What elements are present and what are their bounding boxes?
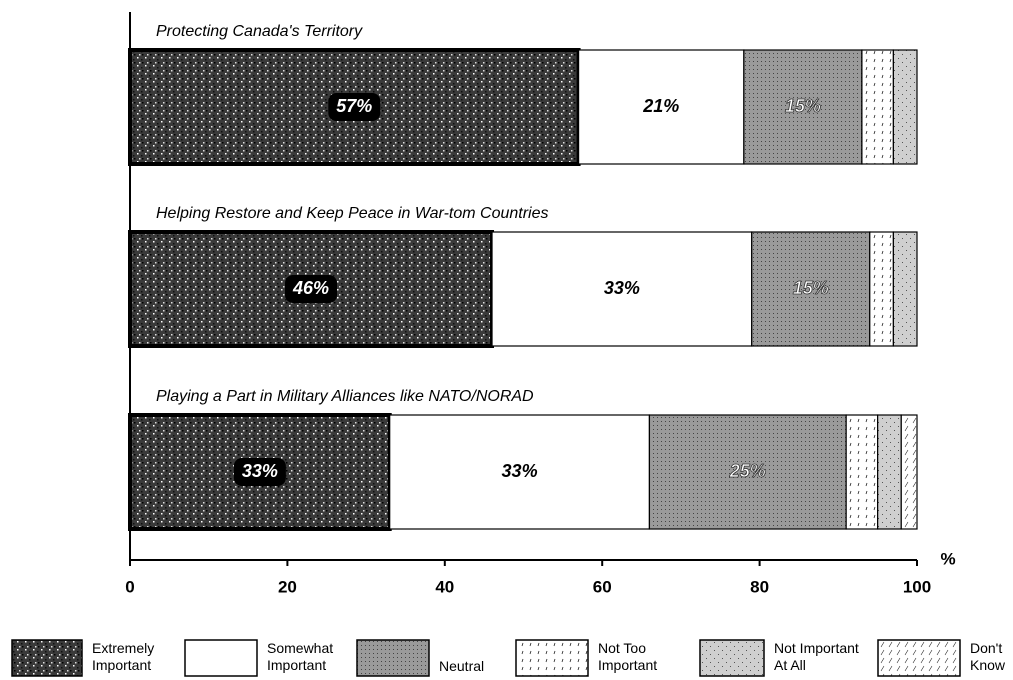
category-label: Protecting Canada's Territory (156, 23, 363, 40)
legend-label: Don't Know (970, 640, 1006, 673)
x-tick-label: 60 (593, 577, 612, 596)
label-background (285, 275, 338, 303)
bar-segment (877, 414, 902, 530)
bar-segment (892, 231, 918, 347)
data-label: 33% (242, 461, 278, 481)
legend-swatch (184, 639, 258, 677)
data-label: 57% (336, 96, 372, 116)
legend-label: Not Important At All (774, 640, 859, 673)
data-label: 15% (785, 96, 821, 116)
bar-segment (869, 231, 894, 347)
bar-segment (845, 414, 879, 530)
legend-label: Extremely Important (92, 640, 155, 673)
data-label: 25% (729, 461, 766, 481)
label-background (233, 458, 286, 486)
x-tick-label: 100 (903, 577, 931, 596)
bar-segment (900, 414, 918, 530)
bar-segment (491, 231, 753, 347)
data-label: 33% (502, 461, 538, 481)
data-label: 21% (642, 96, 679, 116)
bar-segment (648, 414, 847, 530)
legend-swatch (356, 639, 430, 677)
x-axis-label: % (940, 549, 955, 568)
data-label: 46% (292, 278, 329, 298)
legend-label: Somewhat Important (267, 640, 334, 673)
x-tick-label: 40 (435, 577, 454, 596)
legend-label: Neutral (439, 658, 485, 674)
label-background (328, 93, 381, 121)
bar-segment (892, 49, 918, 165)
x-tick-label: 80 (750, 577, 769, 596)
legend-swatch (11, 639, 83, 677)
legend-swatch (515, 639, 589, 677)
bar-segment (861, 49, 894, 165)
legend-swatch (877, 639, 961, 677)
x-tick-label: 20 (278, 577, 297, 596)
x-tick-label: 0 (125, 577, 134, 596)
category-label: Playing a Part in Military Alliances lik… (156, 388, 534, 405)
legend-swatch (699, 639, 765, 677)
data-label: 33% (604, 278, 640, 298)
category-label: Helping Restore and Keep Peace in War-to… (156, 205, 549, 222)
legend-label: Not Too Important (598, 640, 658, 673)
data-label: 15% (793, 278, 829, 298)
